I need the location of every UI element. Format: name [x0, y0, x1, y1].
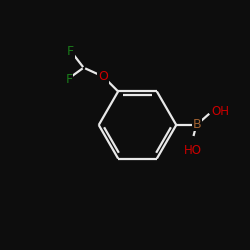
Text: F: F	[65, 74, 72, 86]
Text: O: O	[98, 70, 108, 83]
Text: B: B	[192, 118, 201, 130]
Text: OH: OH	[211, 105, 229, 118]
Text: F: F	[67, 45, 74, 58]
Text: HO: HO	[184, 144, 202, 156]
